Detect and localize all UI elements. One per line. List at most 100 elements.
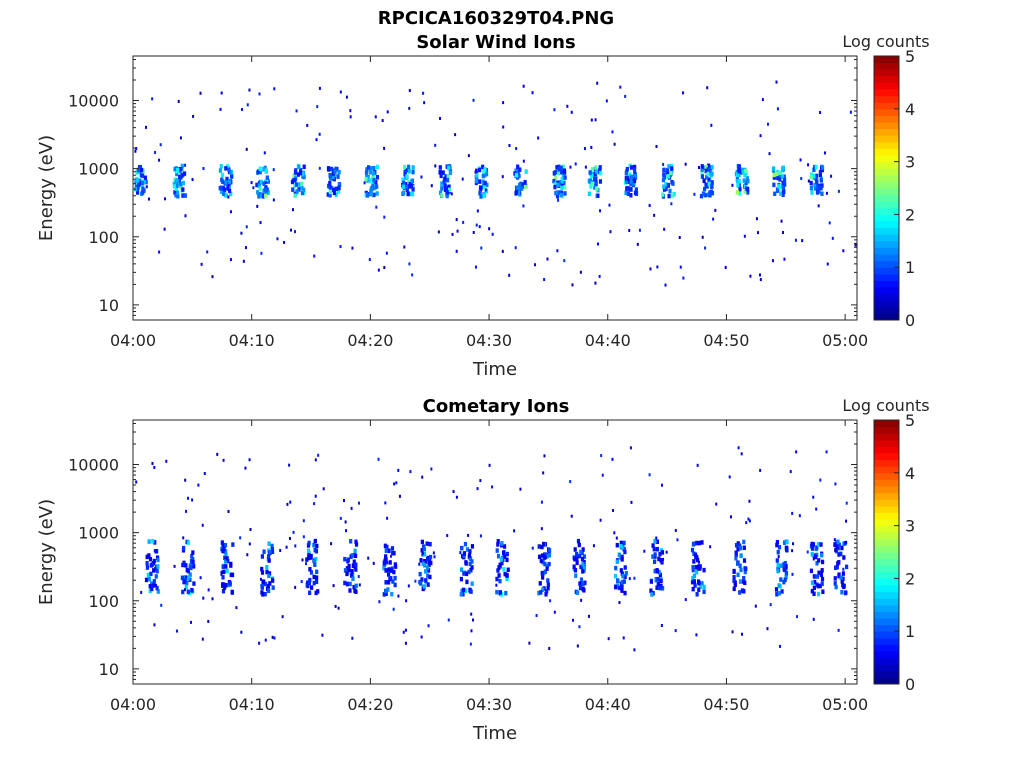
heatmap-cell (421, 561, 425, 566)
heatmap-cell (779, 563, 783, 569)
heatmap-cell (389, 576, 393, 581)
heatmap-cell (301, 558, 304, 562)
heatmap-cell (775, 542, 779, 548)
heatmap-cell (464, 571, 469, 577)
heatmap-cell (703, 180, 706, 184)
heatmap-cell (792, 542, 795, 546)
x-tick-label: 04:20 (347, 695, 393, 714)
heatmap-cell (695, 540, 699, 546)
heatmap-cell (813, 579, 817, 585)
heatmap-cell (560, 177, 564, 182)
heatmap-cell (302, 535, 305, 539)
heatmap-cell (257, 169, 261, 174)
heatmap-cell (818, 169, 823, 175)
heatmap-cell (759, 278, 762, 282)
heatmap-cell (430, 184, 433, 188)
heatmap-cell (438, 165, 442, 170)
heatmap-cell (547, 548, 552, 553)
colorbar-tick-label: 0 (905, 311, 915, 330)
heatmap-cell (601, 473, 604, 477)
heatmap-cell (628, 228, 631, 232)
heatmap-cell (478, 190, 482, 196)
heatmap-cell (402, 180, 406, 186)
heatmap-cell (539, 558, 543, 564)
heatmap-cell (146, 572, 150, 578)
heatmap-cell (343, 568, 348, 573)
y-axis-label: Energy (eV) (36, 135, 57, 241)
y-tick-label: 10 (99, 296, 119, 315)
heatmap-cell (270, 547, 274, 552)
heatmap-cell (784, 574, 788, 580)
heatmap-cell (462, 220, 465, 224)
heatmap-cell (665, 170, 669, 176)
heatmap-cell (784, 565, 788, 570)
heatmap-cell (820, 576, 825, 582)
heatmap-cell (831, 236, 834, 240)
heatmap-cell (819, 478, 822, 482)
heatmap-cell (812, 585, 816, 591)
colorbar-swatch (874, 472, 899, 480)
heatmap-cell (224, 582, 228, 588)
colorbar-swatch (874, 135, 899, 143)
heatmap-cell (382, 592, 386, 597)
heatmap-cell (695, 633, 698, 637)
heatmap-cell (474, 175, 479, 180)
heatmap-cell (708, 177, 711, 181)
colorbar-swatch (874, 161, 899, 169)
heatmap-cell (180, 163, 184, 169)
heatmap-cell (840, 579, 844, 584)
heatmap-cell (778, 644, 781, 648)
heatmap-cell (138, 164, 142, 170)
heatmap-cell (151, 461, 154, 465)
heatmap-cell (714, 208, 717, 212)
heatmap-cell (508, 273, 511, 277)
x-tick-label: 04:50 (703, 695, 749, 714)
heatmap-cell (825, 450, 828, 454)
heatmap-cell (339, 90, 342, 94)
heatmap-cell (469, 567, 473, 573)
heatmap-cell (576, 644, 579, 648)
colorbar-swatch (874, 604, 899, 612)
heatmap-cell (312, 542, 316, 548)
colorbar-swatch (874, 591, 899, 599)
heatmap-cell (358, 501, 361, 505)
heatmap-cell (579, 270, 582, 274)
heatmap-cell (314, 458, 317, 462)
heatmap-cell (332, 187, 336, 193)
heatmap-cell (260, 566, 264, 572)
heatmap-cell (566, 104, 569, 108)
heatmap-cell (216, 452, 219, 456)
heatmap-cell (574, 162, 577, 166)
heatmap-cell (388, 548, 391, 552)
heatmap-cell (665, 167, 670, 173)
heatmap-cell (345, 571, 349, 577)
colorbar-tick-label: 3 (905, 153, 915, 172)
heatmap-cell (322, 487, 325, 491)
heatmap-cell (229, 258, 232, 262)
heatmap-cell (148, 556, 153, 562)
heatmap-cell (554, 175, 558, 181)
heatmap-cell (739, 553, 743, 559)
colorbar-swatch (874, 433, 899, 441)
heatmap-cell (455, 249, 458, 253)
heatmap-cell (386, 587, 390, 592)
heatmap-cell (782, 177, 787, 183)
heatmap-cell (349, 115, 352, 119)
heatmap-cell (419, 581, 423, 586)
heatmap-cell (777, 591, 781, 596)
heatmap-cell (262, 181, 266, 186)
heatmap-cell (147, 553, 151, 558)
heatmap-cell (404, 167, 408, 173)
heatmap-cell (225, 556, 229, 561)
heatmap-cell (295, 109, 298, 113)
heatmap-cell (582, 565, 586, 571)
chart-title: Solar Wind Ions (416, 32, 575, 53)
heatmap-cell (545, 563, 549, 569)
heatmap-cell (188, 572, 192, 577)
heatmap-cell (345, 581, 350, 587)
heatmap-cell (328, 180, 332, 186)
heatmap-cell (314, 590, 318, 596)
heatmap-cell (816, 583, 820, 589)
heatmap-cell (414, 579, 417, 583)
x-tick-label: 04:00 (110, 331, 156, 350)
